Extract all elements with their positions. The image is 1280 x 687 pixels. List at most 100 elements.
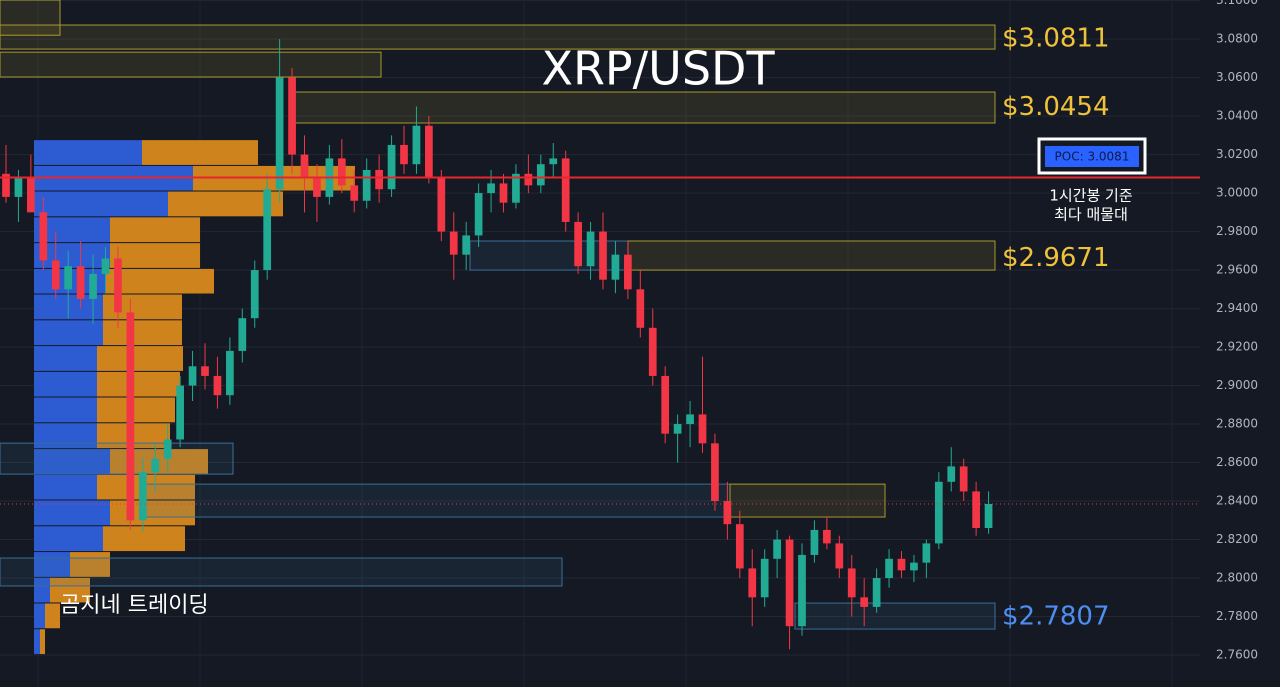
candle-body [250,270,259,319]
candle-body [536,164,545,186]
y-tick-label: 2.7600 [1216,648,1258,662]
y-tick-label: 2.7800 [1216,609,1258,623]
profile-bar [97,371,180,397]
level-label: $2.9671 [1002,243,1110,273]
candle-body [984,503,993,529]
y-tick-label: 2.9600 [1216,263,1258,277]
candle-body [337,158,346,186]
candle-body [524,173,533,186]
candle-body [462,235,471,255]
candle-body [163,439,172,459]
price-axis [1200,0,1280,687]
candle-body [400,144,408,165]
y-tick-label: 3.0400 [1216,109,1258,123]
profile-bar [110,243,200,268]
candle-body [835,543,844,569]
candle-body [188,366,197,386]
candle-body [972,491,980,529]
candle-body [412,125,421,165]
candle-body [897,558,906,571]
candle-body [487,183,495,194]
candle-body [449,231,458,255]
candle-body [810,529,819,555]
candle-body [698,414,707,444]
candle-body [313,177,321,197]
candle-body [14,177,23,197]
profile-bar [103,526,185,552]
candle-body [499,183,508,203]
candle-body [39,212,48,261]
candle-body [375,169,383,190]
y-tick-label: 3.1000 [1216,0,1258,7]
candle-body [773,539,781,559]
candle-body [362,169,371,201]
candle-body [89,273,97,299]
profile-bar [34,423,97,449]
candle-body [823,529,831,544]
candle-body [648,327,657,376]
candle-body [288,77,296,155]
candle-body [760,558,769,598]
profile-bar [34,140,142,165]
candle-body [437,177,446,232]
y-tick-label: 2.8400 [1216,494,1258,508]
zone-box [0,0,61,36]
profile-bar [97,346,183,371]
candle-body [238,318,247,351]
candle-body [922,543,931,563]
candle-body [51,260,60,290]
candle-body [474,193,483,236]
profile-bar [34,500,110,526]
candle-body [574,221,582,267]
zone-box [0,557,563,587]
candle-body [300,154,309,178]
watermark: 곰지네 트레이딩 [60,593,209,618]
candle-body [959,466,968,492]
candle-body [114,258,122,313]
zone-box [0,51,382,78]
zone-box [0,442,234,475]
y-tick-label: 2.9800 [1216,224,1258,238]
level-label: $3.0454 [1002,92,1110,122]
candle-body [885,558,893,579]
candle-body [263,189,272,271]
candle-body [785,539,794,627]
candle-body [64,266,73,290]
candle-body [27,177,35,213]
poc-note: 최다 매물대 [1054,206,1128,224]
candle-body [673,424,682,434]
y-tick-label: 3.0200 [1216,147,1258,161]
chart-title: XRP/USDT [541,42,775,96]
zone-box [0,24,996,50]
profile-bar [40,629,45,655]
profile-bar [34,346,97,371]
y-tick-label: 2.9400 [1216,301,1258,315]
candles [2,39,993,650]
candle-body [76,266,85,299]
candle-body [636,289,645,328]
candle-body [910,562,918,571]
profile-bar [34,603,45,629]
level-label: $2.7807 [1002,602,1110,632]
candle-body [661,375,670,434]
profile-bar [34,526,103,552]
candle-body [549,158,558,165]
candle-body [2,173,10,197]
y-tick-label: 3.0000 [1216,186,1258,200]
candle-body [512,173,520,203]
zone-box [294,91,996,124]
profile-bar [34,320,103,346]
profile-bar [70,552,110,577]
candle-body [723,501,732,525]
candle-body [599,231,607,280]
candle-body [735,524,744,569]
candle-body [686,414,694,425]
candle-body [798,554,806,627]
candle-body [176,385,184,440]
zone-box [139,483,731,518]
y-tick-label: 3.0600 [1216,70,1258,84]
zone-box [627,240,996,271]
profile-bar [34,577,50,603]
y-tick-label: 2.8000 [1216,571,1258,585]
